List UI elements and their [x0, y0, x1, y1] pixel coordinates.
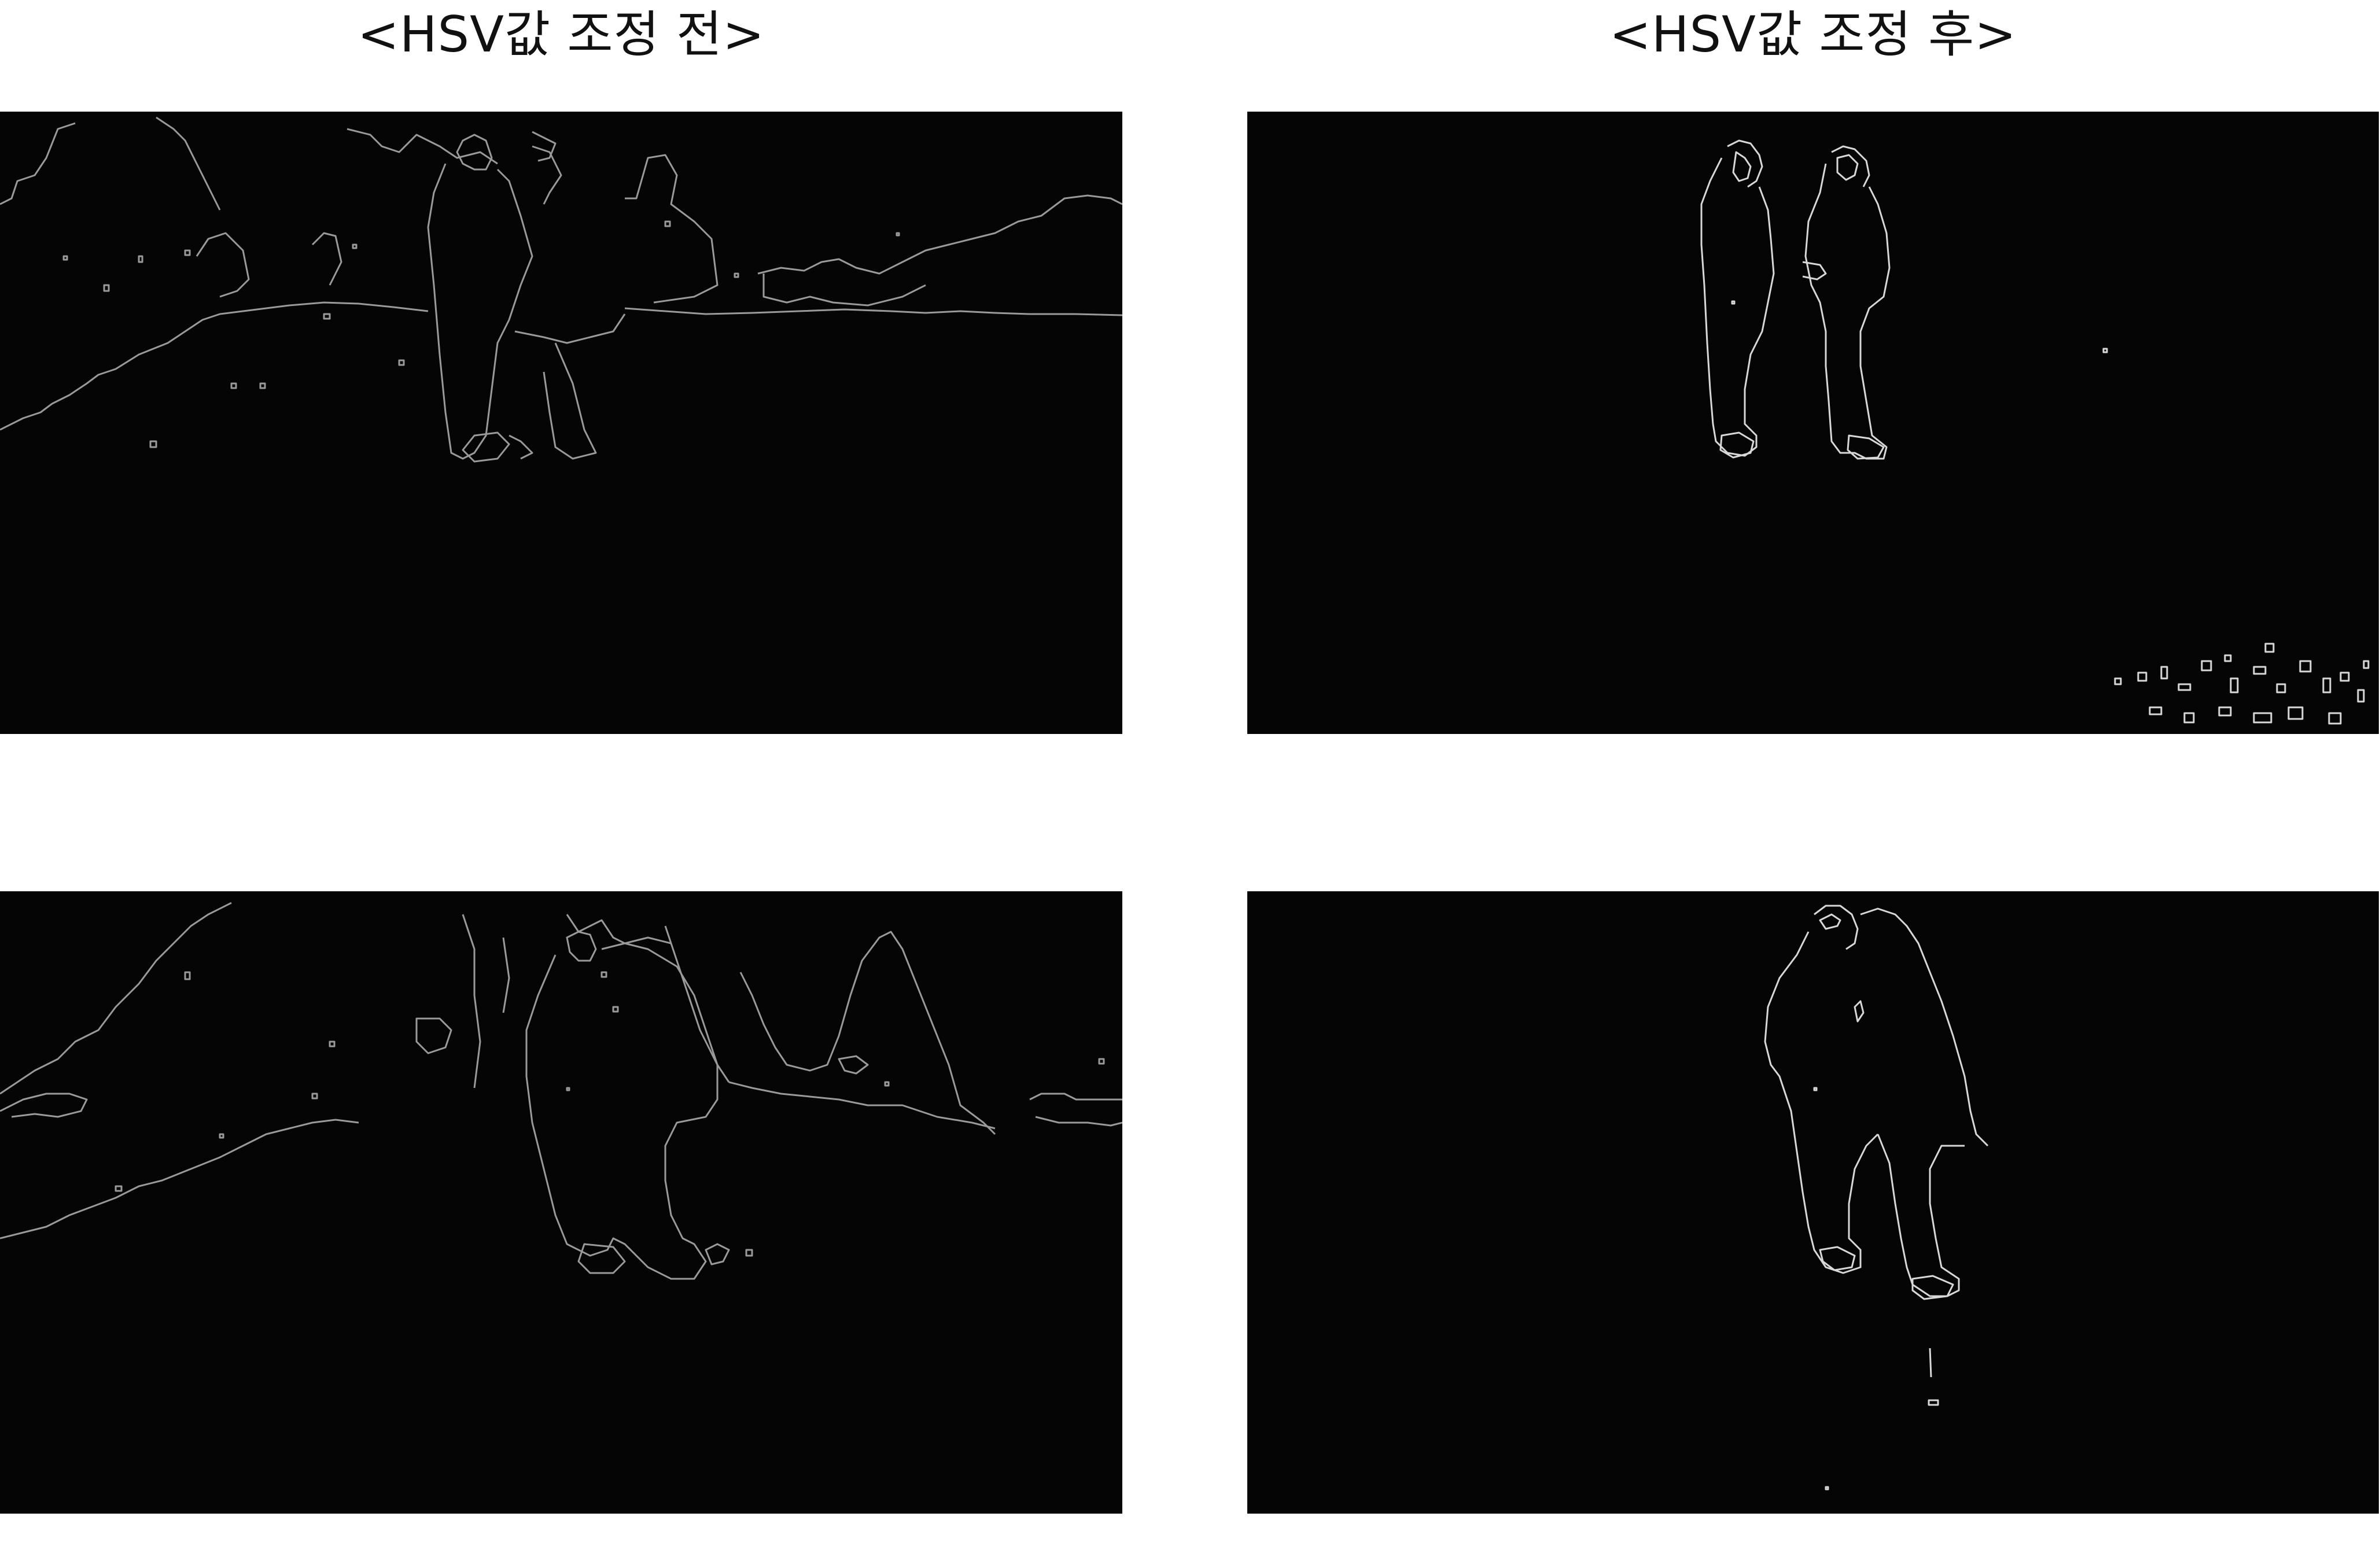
edge-drawing — [0, 116, 1122, 463]
title-before: <HSV값 조정 전> — [357, 6, 765, 64]
edge-drawing — [0, 902, 1122, 1280]
edge-drawing — [1764, 905, 1989, 1490]
title-after: <HSV값 조정 후> — [1609, 6, 2017, 64]
edge-image-after-scene-2 — [1247, 891, 2379, 1514]
edge-image-before-scene-2 — [0, 891, 1122, 1514]
edge-image-before-scene-1 — [0, 112, 1122, 734]
edge-drawing — [1700, 139, 2370, 725]
edge-image-after-scene-1 — [1247, 112, 2379, 734]
